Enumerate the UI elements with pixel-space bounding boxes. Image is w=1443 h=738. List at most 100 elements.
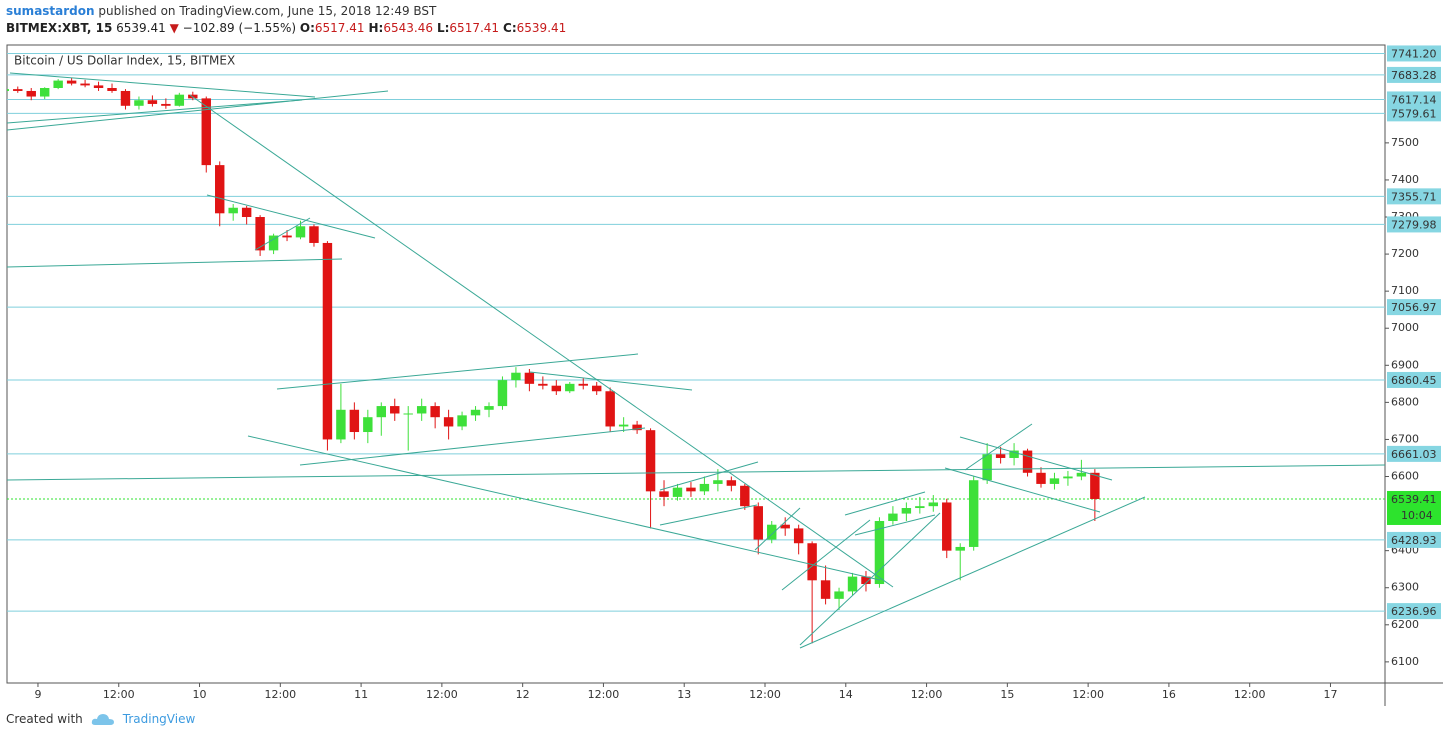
- candles: [7, 77, 1100, 644]
- candle-body: [767, 524, 777, 540]
- price-label: 7683.28: [1391, 69, 1437, 82]
- trend-line: [276, 353, 639, 390]
- candle-body: [632, 424, 642, 431]
- x-tick-label: 12:00: [426, 688, 458, 701]
- price-label: 6428.93: [1391, 534, 1437, 547]
- x-tick-label: 15: [1000, 688, 1014, 701]
- trend-line: [247, 435, 881, 581]
- candle-body: [645, 430, 656, 492]
- price-label: 6661.03: [1391, 448, 1437, 461]
- candle-body: [39, 88, 50, 97]
- price-label-box: [1387, 445, 1441, 462]
- candle-body: [565, 383, 575, 392]
- price-label-box: [1387, 45, 1441, 62]
- candle-body: [874, 520, 885, 585]
- price-label-box: [1387, 531, 1441, 548]
- price-label: 6860.45: [1391, 374, 1437, 387]
- y-tick-label: 7000: [1391, 321, 1419, 334]
- trend-line: [7, 90, 389, 131]
- current-price-label: 6539.41: [1391, 493, 1437, 506]
- trend-line: [964, 423, 1033, 471]
- candle-body: [659, 491, 669, 497]
- candle-body: [309, 226, 319, 243]
- ohlc-label: L:: [436, 21, 450, 35]
- y-tick-label: 6800: [1391, 395, 1419, 408]
- brand[interactable]: TradingView: [122, 712, 196, 726]
- candle-body: [524, 372, 535, 384]
- y-tick-label: 7500: [1391, 136, 1419, 149]
- trend-line: [206, 194, 376, 239]
- trend-line: [7, 258, 343, 268]
- candle-body: [740, 485, 750, 507]
- x-tick-label: 12:00: [749, 688, 781, 701]
- ohlc: O:6517.41 H:6543.46 L:6517.41 C:6539.41: [300, 21, 570, 35]
- chart: Bitcoin / US Dollar Index, 15, BITMEX 61…: [6, 44, 1443, 706]
- x-tick-label: 12:00: [103, 688, 135, 701]
- footer: Created with TradingView: [6, 712, 195, 726]
- publisher[interactable]: sumastardon: [6, 4, 95, 18]
- candle-body: [820, 580, 831, 599]
- price-label-box: [1387, 216, 1441, 233]
- y-tick-label: 6600: [1391, 470, 1419, 483]
- price-label: 7279.98: [1391, 218, 1437, 231]
- candle-body: [551, 385, 562, 392]
- candle-body: [93, 85, 104, 89]
- candle-body: [390, 406, 400, 414]
- y-tick-label: 7100: [1391, 284, 1419, 297]
- candle-body: [403, 413, 413, 415]
- price-label-box: [1387, 603, 1441, 620]
- price-label: 7355.71: [1391, 190, 1437, 203]
- y-tick-label: 6100: [1391, 655, 1419, 668]
- candle-body: [1022, 450, 1033, 473]
- candle-body: [982, 454, 992, 481]
- candle-body: [888, 513, 898, 521]
- candle-body: [268, 235, 279, 251]
- candle-body: [470, 409, 481, 416]
- created-with: Created with: [6, 712, 83, 726]
- x-tick-label: 12:00: [911, 688, 943, 701]
- candle-body: [753, 506, 763, 540]
- trend-line: [754, 507, 801, 551]
- price-label-box: [1387, 299, 1441, 316]
- candle-body: [13, 89, 23, 91]
- ohlc-value: 6517.41: [449, 21, 500, 35]
- trend-line: [189, 94, 894, 588]
- chart-title: Bitcoin / US Dollar Index, 15, BITMEX: [14, 54, 235, 68]
- candle-body: [336, 409, 346, 440]
- candle-body: [107, 88, 117, 91]
- y-tick-label: 7400: [1391, 173, 1419, 186]
- price-label: 7741.20: [1391, 47, 1437, 60]
- x-tick-label: 10: [193, 688, 207, 701]
- candle-body: [228, 207, 238, 214]
- price-label: 7579.61: [1391, 107, 1437, 120]
- trend-line: [9, 72, 316, 98]
- candle-body: [322, 242, 333, 440]
- price-label-box: [1387, 91, 1441, 108]
- candle-body: [430, 406, 440, 418]
- candle-body: [942, 502, 952, 551]
- candle-body: [901, 508, 912, 514]
- trend-line: [854, 514, 936, 536]
- price-label: 7056.97: [1391, 301, 1437, 314]
- y-tick-label: 6200: [1391, 618, 1419, 631]
- candle-body: [201, 98, 211, 166]
- price-label-box: [1387, 66, 1441, 83]
- price-label-box: [1387, 105, 1441, 122]
- published-info: published on TradingView.com, June 15, 2…: [98, 4, 437, 18]
- x-tick-label: 12:00: [264, 688, 296, 701]
- trend-line: [799, 496, 1146, 649]
- trend-line: [254, 217, 311, 251]
- trend-line: [7, 464, 1385, 481]
- ohlc-value: 6539.41: [516, 21, 567, 35]
- trend-line: [7, 99, 303, 124]
- x-tick-label: 13: [677, 688, 691, 701]
- candle-body: [618, 424, 629, 427]
- trend-lines: [7, 72, 1385, 649]
- candle-body: [497, 380, 508, 407]
- candle-body: [26, 90, 36, 97]
- candle-body: [363, 417, 373, 433]
- x-tick-label: 12:00: [588, 688, 620, 701]
- candle-body: [66, 80, 77, 84]
- candle-body: [295, 226, 306, 238]
